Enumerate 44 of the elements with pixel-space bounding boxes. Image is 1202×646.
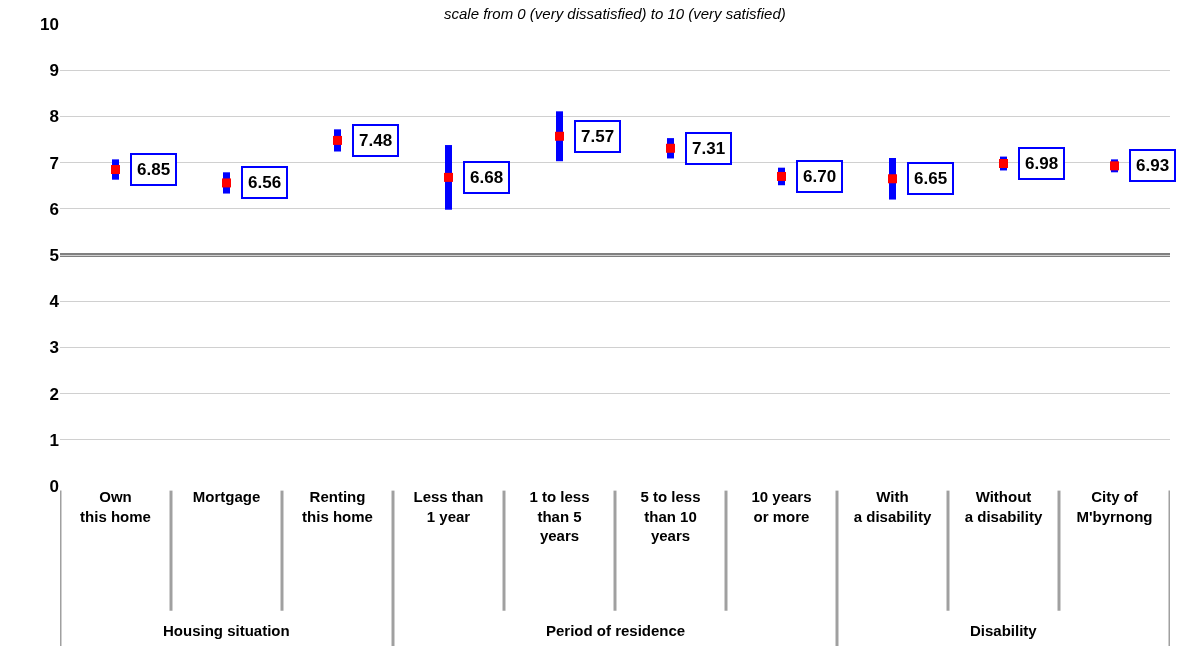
point <box>444 172 453 182</box>
y-tick-label: 0 <box>49 476 59 496</box>
text: Disability <box>970 622 1038 639</box>
y-tick-label: 7 <box>49 153 59 173</box>
data-label: 6.56 <box>248 173 282 192</box>
data-label: 7.48 <box>359 131 393 150</box>
x-tick-label: 5 to less than 10 years <box>640 488 701 544</box>
point <box>555 131 564 141</box>
point <box>777 171 786 181</box>
point <box>333 135 342 145</box>
data-label: 6.85 <box>137 160 171 179</box>
y-tick-label: 9 <box>49 61 59 81</box>
y-tick-label: 10 <box>40 14 59 34</box>
x-tick-label: 1 to less than 5 years <box>529 488 590 544</box>
text: Period of residence <box>546 622 686 639</box>
x-tick-label: 10 years or more <box>751 488 812 525</box>
data-label: 6.65 <box>914 169 948 188</box>
data-label: 7.57 <box>581 127 615 146</box>
x-tick-label: With a disability <box>853 488 932 525</box>
text: Housing situation <box>163 622 290 639</box>
point <box>111 165 120 175</box>
data-label: 6.68 <box>470 168 504 187</box>
y-tick-label: 2 <box>49 384 59 404</box>
y-tick-label: 6 <box>49 199 59 219</box>
data-label: 6.98 <box>1025 154 1059 173</box>
data-label: 7.31 <box>692 139 726 158</box>
point <box>999 159 1008 169</box>
y-tick-label: 8 <box>49 107 59 127</box>
data-label: 6.93 <box>1136 156 1170 175</box>
chart-title: scale from 0 (very dissatisfied) to 10 (very satisfied) <box>444 5 786 22</box>
point <box>888 174 897 184</box>
point <box>666 143 675 153</box>
y-tick-label: 1 <box>49 430 59 450</box>
x-tick-label: Without a disability <box>964 488 1043 525</box>
x-tick-label: Renting this home <box>302 488 373 525</box>
y-tick-label: 5 <box>49 245 59 265</box>
y-tick-label: 3 <box>49 338 59 358</box>
point <box>222 178 231 188</box>
x-tick-label: Mortgage <box>192 488 261 505</box>
x-tick-label: Less than 1 year <box>413 488 484 525</box>
x-tick-label: City of M'byrnong <box>1076 488 1153 525</box>
y-tick-label: 4 <box>49 292 60 312</box>
data-label: 6.70 <box>803 167 837 186</box>
x-tick-label: Own this home <box>80 488 151 525</box>
